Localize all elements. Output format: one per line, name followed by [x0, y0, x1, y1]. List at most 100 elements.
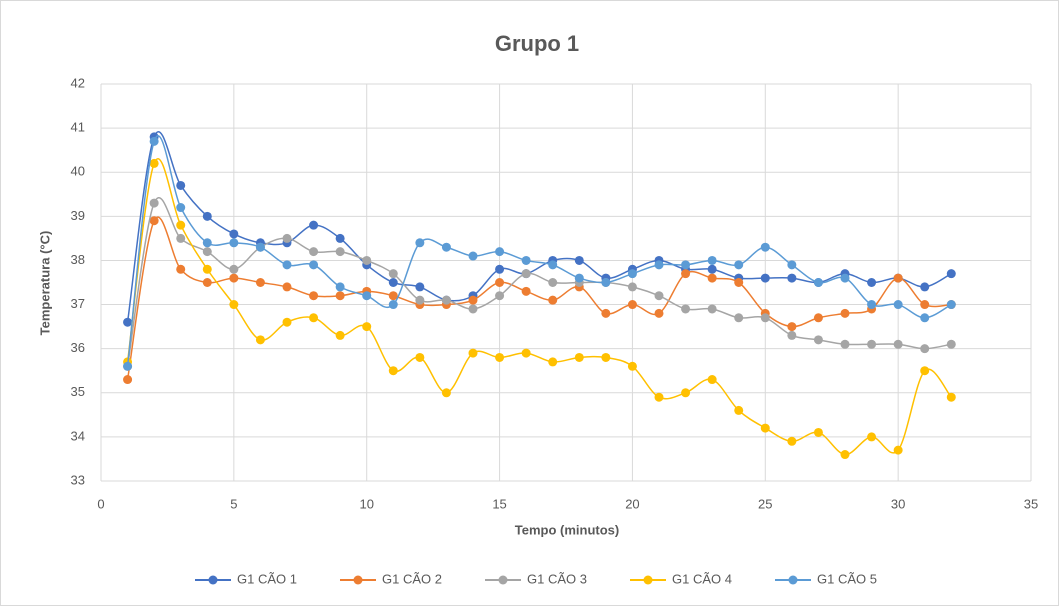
- data-point: [893, 300, 903, 310]
- data-point: [255, 335, 265, 345]
- data-point: [840, 273, 850, 283]
- data-point: [787, 330, 797, 340]
- data-point: [335, 291, 345, 301]
- data-point: [255, 278, 265, 287]
- x-axis-title: Tempo (minutos): [515, 522, 619, 537]
- data-point: [495, 352, 505, 362]
- data-point: [495, 247, 505, 257]
- data-point: [202, 278, 212, 287]
- data-point: [123, 361, 133, 371]
- data-point: [468, 348, 478, 358]
- data-point: [707, 255, 717, 265]
- data-point: [255, 242, 265, 252]
- x-tick-label: 5: [230, 496, 237, 511]
- data-point: [149, 136, 159, 146]
- data-point: [920, 366, 930, 376]
- data-point: [335, 247, 345, 257]
- data-point: [627, 300, 637, 310]
- data-point: [707, 273, 717, 283]
- data-point: [441, 242, 451, 252]
- data-point: [654, 291, 664, 301]
- data-point: [495, 291, 505, 301]
- y-tick-label: 37: [71, 296, 85, 311]
- data-point: [388, 269, 398, 279]
- y-axis-title: Temperatura (°C): [37, 231, 52, 336]
- data-point: [920, 300, 930, 310]
- data-point: [893, 273, 903, 283]
- data-point: [813, 427, 823, 437]
- data-point: [601, 352, 611, 362]
- data-point: [176, 233, 186, 243]
- x-tick-label: 10: [359, 496, 373, 511]
- data-point: [760, 313, 770, 323]
- legend-label: G1 CÃO 2: [382, 571, 442, 586]
- data-point: [681, 304, 691, 314]
- data-point: [202, 264, 212, 274]
- data-point: [946, 300, 956, 310]
- data-point: [548, 295, 558, 305]
- data-point: [813, 335, 823, 345]
- data-point: [176, 203, 186, 213]
- data-point: [309, 313, 319, 323]
- y-tick-label: 39: [71, 208, 85, 223]
- data-point: [734, 260, 744, 270]
- data-point: [176, 180, 186, 190]
- data-point: [282, 317, 292, 327]
- data-point: [468, 295, 478, 305]
- data-point: [123, 375, 133, 385]
- data-point: [920, 282, 930, 292]
- data-point: [840, 450, 850, 460]
- data-point: [415, 282, 425, 292]
- data-point: [574, 273, 584, 283]
- data-point: [202, 247, 212, 257]
- x-tick-label: 35: [1024, 496, 1038, 511]
- legend-marker: [498, 575, 508, 585]
- legend-label: G1 CÃO 4: [672, 571, 732, 586]
- data-point: [681, 260, 691, 270]
- data-point: [893, 445, 903, 455]
- data-point: [388, 291, 398, 301]
- data-point: [521, 255, 531, 265]
- data-point: [548, 357, 558, 367]
- data-point: [707, 304, 717, 314]
- data-point: [282, 233, 292, 243]
- y-tick-label: 38: [71, 252, 85, 267]
- data-point: [149, 198, 159, 208]
- data-point: [867, 278, 877, 287]
- data-point: [840, 308, 850, 318]
- data-point: [176, 220, 186, 230]
- data-point: [734, 313, 744, 323]
- x-tick-label: 15: [492, 496, 506, 511]
- data-point: [813, 313, 823, 323]
- data-point: [282, 282, 292, 292]
- data-point: [335, 233, 345, 243]
- data-point: [574, 352, 584, 362]
- x-tick-label: 30: [891, 496, 905, 511]
- data-point: [495, 264, 505, 274]
- data-point: [893, 339, 903, 349]
- data-point: [787, 260, 797, 270]
- data-point: [681, 269, 691, 279]
- data-point: [707, 264, 717, 274]
- data-point: [415, 352, 425, 362]
- data-point: [309, 291, 319, 301]
- data-point: [574, 255, 584, 265]
- data-point: [468, 304, 478, 314]
- data-point: [441, 295, 451, 305]
- y-tick-label: 36: [71, 340, 85, 355]
- data-point: [229, 229, 239, 239]
- data-point: [362, 291, 372, 301]
- data-point: [415, 238, 425, 248]
- y-tick-label: 34: [71, 428, 85, 443]
- data-point: [627, 282, 637, 292]
- data-point: [946, 339, 956, 349]
- data-point: [760, 242, 770, 252]
- y-tick-label: 33: [71, 472, 85, 487]
- data-point: [867, 339, 877, 349]
- data-point: [681, 388, 691, 398]
- data-point: [707, 375, 717, 385]
- data-point: [521, 348, 531, 358]
- data-point: [787, 322, 797, 332]
- data-point: [867, 300, 877, 310]
- data-point: [840, 339, 850, 349]
